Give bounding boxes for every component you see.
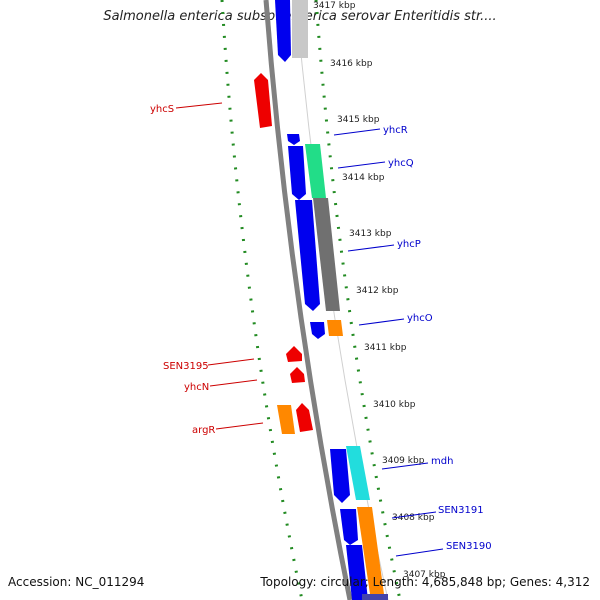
gene-cog-cyan-mdh [346, 446, 370, 500]
gene-forward-1[interactable] [275, 0, 291, 62]
leader-yhcO [358, 318, 405, 326]
gene-reverse-SEN3195[interactable] [286, 346, 302, 362]
gene-label-yhcQ[interactable]: yhcQ [388, 158, 414, 169]
gene-forward-mdh[interactable] [330, 449, 350, 503]
gene-cog-green-yhcQ [305, 144, 326, 198]
gene-label-yhcS[interactable]: yhcS [150, 104, 174, 115]
leader-yhcS [175, 102, 223, 109]
kbp-tick-3414: 3414 kbp [342, 173, 385, 183]
gene-cog-bottom [362, 594, 388, 600]
gene-labels-right: yhcR yhcQ yhcP yhcO mdh SEN3191 SEN3190 [333, 125, 492, 557]
leader-SEN3195 [207, 358, 255, 366]
kbp-tick-3408: 3408 kbp [392, 513, 435, 523]
leader-yhcQ [337, 161, 386, 169]
gene-cog-orange-argR [277, 405, 295, 434]
kbp-tick-labels: 3417 kbp 3416 kbp 3415 kbp 3414 kbp 3413… [313, 1, 446, 580]
gene-label-yhcP[interactable]: yhcP [397, 239, 421, 250]
accession-label: Accession: NC_011294 [8, 575, 145, 589]
gene-label-yhcO[interactable]: yhcO [407, 313, 433, 324]
leader-SEN3190 [395, 548, 444, 557]
leader-yhcN [209, 379, 258, 387]
gc-track-left [220, 0, 304, 600]
kbp-tick-3415: 3415 kbp [337, 115, 380, 125]
kbp-tick-3412: 3412 kbp [356, 286, 399, 296]
leader-argR [215, 422, 264, 430]
gene-label-yhcN[interactable]: yhcN [184, 382, 209, 393]
gene-forward-yhcO[interactable] [310, 322, 325, 339]
kbp-tick-3410: 3410 kbp [373, 400, 416, 410]
gene-forward-SEN3190[interactable] [346, 545, 368, 600]
kbp-tick-3416: 3416 kbp [330, 59, 373, 69]
kbp-tick-3409: 3409 kbp [382, 456, 425, 466]
gene-label-yhcR[interactable]: yhcR [383, 125, 408, 136]
gene-forward-yhcR[interactable] [287, 134, 300, 145]
topology-label: Topology: circular; Length: 4,685,848 bp… [260, 575, 590, 589]
kbp-tick-3413: 3413 kbp [349, 229, 392, 239]
gene-label-mdh[interactable]: mdh [431, 456, 453, 467]
kbp-tick-3407: 3407 kbp [403, 570, 446, 580]
leader-SEN3191 [391, 511, 437, 519]
backbone [263, 0, 353, 600]
kbp-tick-3411: 3411 kbp [364, 343, 407, 353]
gene-label-argR[interactable]: argR [192, 425, 215, 436]
gene-label-SEN3191[interactable]: SEN3191 [438, 505, 484, 516]
gc-track-right [314, 0, 402, 600]
gene-forward-SEN3191[interactable] [340, 509, 358, 545]
gene-reverse-argR[interactable] [296, 403, 313, 432]
gene-forward-yhcP[interactable] [295, 200, 320, 311]
gene-reverse-yhcN[interactable] [290, 367, 305, 383]
gene-cog-lightgray-1 [292, 0, 308, 58]
gene-label-SEN3195[interactable]: SEN3195 [163, 361, 209, 372]
gene-forward-yhcQ[interactable] [288, 146, 306, 200]
gene-cog-gray-yhcP [313, 198, 340, 311]
leader-yhcP [347, 244, 395, 252]
gene-label-SEN3190[interactable]: SEN3190 [446, 541, 492, 552]
kbp-tick-3417: 3417 kbp [313, 1, 356, 11]
gene-cog-orange-SEN3191 [357, 507, 384, 594]
gene-labels-left: yhcS SEN3195 yhcN argR [150, 102, 264, 436]
leader-yhcR [333, 128, 381, 136]
gene-reverse-yhcS[interactable] [254, 73, 272, 128]
leader-mdh [381, 462, 429, 470]
gene-cog-orange-yhcO [327, 320, 343, 336]
